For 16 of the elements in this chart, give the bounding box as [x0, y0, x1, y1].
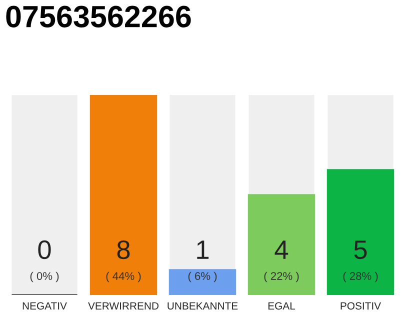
annotation: ( 0% ): [30, 272, 59, 282]
x-tick-label: UNBEKANNTE: [168, 302, 238, 310]
annotation: ( 44% ): [106, 272, 141, 282]
data-label: 8: [117, 240, 130, 260]
data-label: 4: [274, 240, 288, 259]
chart-title: 07563562266: [6, 6, 191, 28]
data-label: 5: [354, 240, 367, 260]
annotation: ( 22% ): [264, 272, 299, 282]
data-label: 1: [197, 240, 209, 259]
data-label: 0: [38, 240, 51, 260]
x-tick-label: VERWIRREND: [88, 302, 158, 310]
x-tick-label: EGAL: [268, 302, 296, 310]
annotation: ( 6% ): [188, 272, 217, 282]
annotation: ( 28% ): [343, 272, 378, 282]
x-tick-label: POSITIV: [340, 302, 382, 310]
x-tick-label: NEGATIV: [22, 302, 67, 310]
